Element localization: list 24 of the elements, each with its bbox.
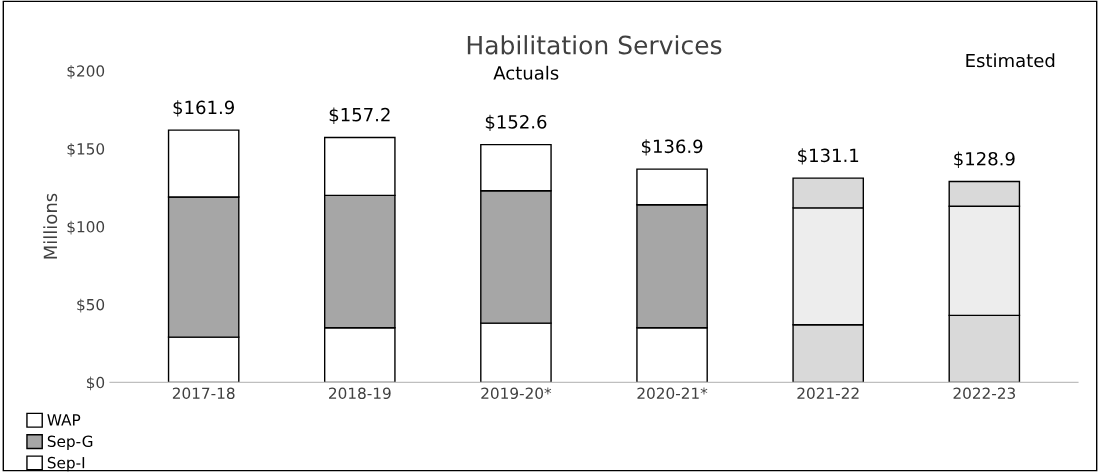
chart-title: Habilitation Services	[467, 35, 722, 55]
y-tick-label: $200	[67, 65, 105, 79]
total-label: $128.9	[954, 151, 1015, 168]
y-tick-label: $50	[77, 298, 105, 313]
total-label: $161.9	[173, 100, 234, 117]
x-tick-label: 2020-21*	[637, 387, 708, 400]
text: Estimated	[966, 53, 1055, 68]
y-tick-label: $100	[67, 220, 105, 235]
x-tick-label: 2018-19	[329, 387, 391, 400]
total-label: $152.6	[485, 114, 547, 132]
y-tick-label: $150	[67, 142, 105, 157]
x-tick-label: 2021-22	[797, 387, 859, 400]
total-label: $136.9	[641, 139, 703, 156]
y-axis-title: Millions	[43, 193, 58, 259]
x-tick-label: 2017-18	[172, 387, 235, 400]
legend-label: WAP	[47, 414, 81, 426]
total-label: $157.2	[329, 107, 390, 124]
x-tick-label: 2022-23	[953, 387, 1016, 400]
legend-label: Sep-I	[47, 456, 85, 472]
total-label: $131.1	[798, 148, 859, 165]
annotation: Actuals	[493, 65, 559, 80]
y-tick-label: $0	[86, 376, 105, 391]
legend-label: Sep-G	[47, 435, 93, 451]
x-tick-label: 2019-20*	[481, 387, 552, 400]
